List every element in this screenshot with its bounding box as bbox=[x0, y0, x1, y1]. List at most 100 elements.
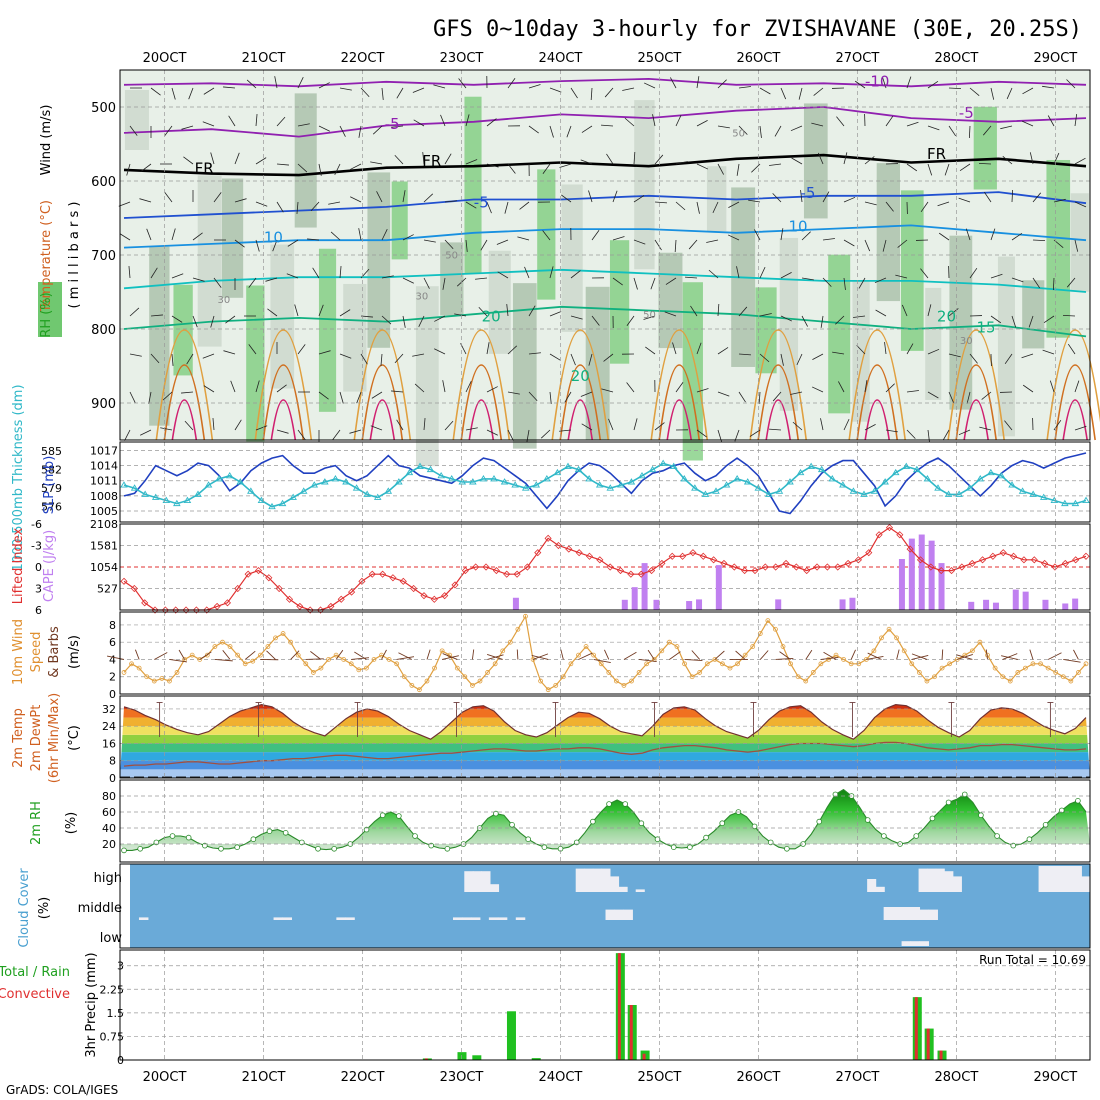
wind-barb bbox=[118, 201, 131, 207]
rh-marker bbox=[541, 844, 548, 850]
li-y-tick: -6 bbox=[31, 518, 42, 531]
cape-bar bbox=[849, 597, 856, 610]
wind-barb bbox=[835, 315, 845, 325]
wind-barb bbox=[350, 163, 362, 170]
wind-barb bbox=[990, 315, 1002, 324]
surface-contour bbox=[650, 329, 709, 441]
wind-speed-marker bbox=[1060, 674, 1066, 680]
wind-barb bbox=[228, 115, 236, 127]
cloud-middle-cell bbox=[605, 909, 615, 920]
wind-barb-10m bbox=[941, 649, 944, 660]
upper-y-tick: 900 bbox=[91, 397, 116, 412]
wind-speed-marker bbox=[712, 657, 718, 662]
thickness-marker bbox=[955, 490, 963, 497]
li-marker bbox=[710, 556, 718, 564]
li-marker bbox=[461, 567, 469, 575]
temp-ylabel-2: 2m DewPt bbox=[29, 705, 44, 772]
wind-barb bbox=[171, 315, 183, 323]
wind-barb bbox=[1066, 79, 1076, 89]
rh-marker bbox=[816, 818, 823, 825]
cloud-middle-cell bbox=[623, 909, 633, 920]
surface-contour bbox=[468, 399, 495, 441]
wind-barb bbox=[1062, 314, 1076, 317]
thickness-marker bbox=[669, 462, 678, 469]
wind-barb bbox=[255, 157, 267, 165]
wind-barb bbox=[276, 201, 284, 213]
thickness-marker bbox=[807, 462, 815, 469]
wind-barb bbox=[312, 267, 320, 279]
wind-barb bbox=[601, 124, 614, 127]
li-marker bbox=[254, 567, 263, 575]
x-tick-bottom: 23OCT bbox=[440, 1070, 484, 1085]
wind-barb bbox=[717, 391, 730, 397]
wind-barb bbox=[790, 125, 803, 132]
wind-barb bbox=[817, 152, 824, 165]
wind-barb bbox=[696, 120, 708, 127]
rh-marker bbox=[331, 845, 337, 852]
wind-barb-10m bbox=[1063, 659, 1081, 663]
thickness-marker bbox=[1071, 499, 1080, 507]
wind-barb bbox=[528, 305, 536, 317]
cape-bar bbox=[686, 601, 693, 610]
isotherm-1 bbox=[123, 106, 1087, 138]
wind-barb bbox=[1022, 87, 1034, 95]
wind-barb-10m bbox=[604, 649, 610, 660]
wind-barb bbox=[139, 198, 152, 203]
wind-barb bbox=[146, 228, 152, 241]
precip-run-total: Run Total = 10.69 bbox=[979, 953, 1086, 967]
wind-speed-marker bbox=[500, 648, 506, 654]
wind-barb-10m bbox=[759, 650, 769, 660]
thickness-marker bbox=[659, 459, 667, 466]
isotherm-4 bbox=[123, 224, 1087, 249]
rh-marker bbox=[590, 818, 596, 825]
wind-barb bbox=[124, 429, 131, 441]
wind-speed-marker bbox=[613, 678, 619, 684]
wind-barb bbox=[126, 163, 131, 176]
wind-barb bbox=[717, 125, 730, 129]
li-marker bbox=[813, 563, 821, 571]
upper-y-tick: 600 bbox=[91, 175, 116, 190]
wind-barb bbox=[901, 304, 908, 317]
wind-barb bbox=[396, 419, 404, 431]
li-marker bbox=[337, 595, 345, 603]
wind-barb-10m bbox=[560, 649, 564, 660]
rh-marker bbox=[299, 839, 305, 846]
li-marker bbox=[637, 570, 645, 578]
wind-speed-marker bbox=[795, 674, 801, 680]
wind-barb bbox=[444, 239, 454, 250]
wind-speed-marker bbox=[879, 635, 884, 641]
rh-shade-cell bbox=[828, 254, 851, 414]
wind-barb-10m bbox=[1047, 652, 1062, 660]
wind-speed-marker bbox=[735, 661, 740, 667]
surface-contour bbox=[658, 364, 701, 441]
wind-speed-marker bbox=[1007, 678, 1013, 684]
cape-bar bbox=[621, 599, 628, 610]
isotherm-6 bbox=[123, 305, 1087, 338]
wind-barb bbox=[570, 270, 581, 279]
wind-barb-10m bbox=[396, 656, 415, 660]
thickness-marker bbox=[120, 481, 128, 488]
precip-ylabel-1: Total / Rain bbox=[0, 965, 70, 980]
wind-barb bbox=[708, 269, 719, 279]
wind-speed-marker bbox=[644, 661, 650, 667]
wind-speed-marker bbox=[720, 661, 725, 667]
wind-barb bbox=[958, 429, 971, 436]
slp-y-tick: 1017 bbox=[90, 445, 118, 458]
wind-barb bbox=[1042, 349, 1055, 355]
rh-marker bbox=[1010, 842, 1017, 849]
thickness-marker bbox=[754, 484, 763, 491]
temp-band bbox=[120, 760, 1090, 770]
wind-barb bbox=[234, 198, 247, 203]
wind-barb bbox=[780, 228, 784, 241]
wind-barb bbox=[1022, 384, 1034, 393]
wind-barb bbox=[402, 234, 414, 241]
wind-barb bbox=[442, 380, 446, 393]
precip-ylabel-2: Convective bbox=[0, 987, 70, 1002]
wind-speed-marker bbox=[833, 652, 839, 658]
rh-marker bbox=[784, 845, 790, 852]
wind-speed-marker bbox=[909, 661, 915, 667]
wind-speed-marker bbox=[538, 678, 544, 684]
wind-barb bbox=[213, 277, 222, 288]
cloud-middle-cell bbox=[470, 917, 481, 920]
wind-speed-marker bbox=[318, 665, 324, 671]
